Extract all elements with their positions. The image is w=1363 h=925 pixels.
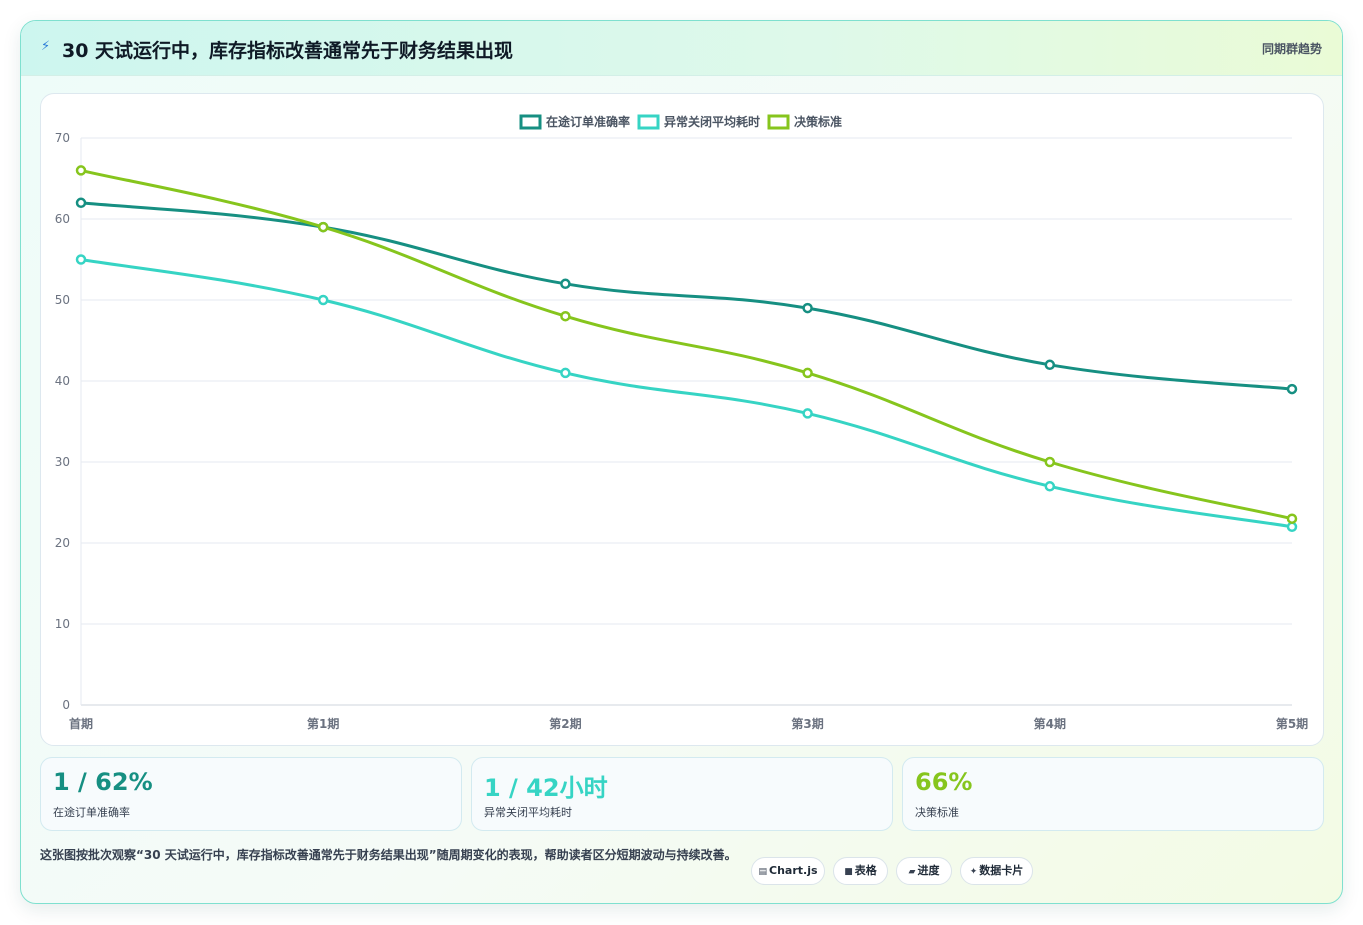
data-point xyxy=(317,294,329,306)
chip-table[interactable]: ■ 表格 xyxy=(833,857,888,885)
kpi-card-order-accuracy: 1 / 62% 在途订单准确率 xyxy=(40,757,462,831)
legend-label: 决策标准 xyxy=(794,114,842,129)
data-point xyxy=(1044,481,1056,492)
y-tick-label: 70 xyxy=(55,131,70,145)
y-tick-label: 20 xyxy=(55,536,70,550)
progress-icon: ▰ xyxy=(908,867,916,877)
data-point xyxy=(1286,513,1298,524)
y-tick-label: 10 xyxy=(55,617,70,631)
chart-description: 这张图按批次观察“30 天试运行中，库存指标改善通常先于财务结果出现”随周期变化… xyxy=(40,848,737,862)
table-icon: ■ xyxy=(844,867,853,877)
data-point xyxy=(1044,456,1056,468)
card-title: 30 天试运行中，库存指标改善通常先于财务结果出现 xyxy=(62,40,514,62)
y-tick-label: 60 xyxy=(55,212,70,226)
kpi-value: 1 / 62% xyxy=(53,768,153,796)
kpi-label: 决策标准 xyxy=(915,806,959,819)
data-point xyxy=(75,165,87,176)
sparkle-icon: ✦ xyxy=(969,867,978,877)
legend-label: 异常关闭平均耗时 xyxy=(664,114,760,129)
data-point xyxy=(1044,359,1056,371)
kpi-value: 66% xyxy=(915,768,973,796)
x-tick-label: 第5期 xyxy=(1276,716,1308,731)
data-point xyxy=(317,221,329,233)
chip-label: 进度 xyxy=(917,864,940,877)
lightning-icon: ⚡ xyxy=(41,39,51,54)
series-line xyxy=(80,201,1293,391)
legend-swatch xyxy=(767,114,790,130)
y-tick-label: 0 xyxy=(62,698,70,712)
data-point xyxy=(560,310,571,322)
data-point xyxy=(1286,521,1298,533)
legend-label: 在途订单准确率 xyxy=(546,114,630,129)
x-tick-label: 第3期 xyxy=(791,716,823,731)
chip-chartjs[interactable]: ▤ Chart.js xyxy=(751,857,825,885)
kpi-label: 在途订单准确率 xyxy=(53,806,130,819)
chip-progress[interactable]: ▰ 进度 xyxy=(896,857,952,885)
kpi-label: 异常关闭平均耗时 xyxy=(484,806,572,819)
chip-data-cards[interactable]: ✦ 数据卡片 xyxy=(960,857,1033,885)
chip-label: 表格 xyxy=(854,864,877,877)
y-tick-label: 30 xyxy=(55,455,70,469)
data-point xyxy=(1286,383,1298,395)
series-line xyxy=(80,168,1293,521)
y-tick-label: 40 xyxy=(55,374,70,388)
trend-card: ⚡ 30 天试运行中，库存指标改善通常先于财务结果出现 同期群趋势 0 10 20 3… xyxy=(20,20,1343,904)
x-tick-label: 第2期 xyxy=(549,716,581,731)
data-point xyxy=(75,254,87,265)
card-header: ⚡ 30 天试运行中，库存指标改善通常先于财务结果出现 同期群趋势 xyxy=(21,21,1342,76)
x-tick-label: 第4期 xyxy=(1034,716,1066,731)
data-point xyxy=(560,367,571,379)
line-chart: 0 10 20 30 40 50 60 70 首期 第1期 第2期 第3期 第4期 第5期 在途订单准确率 异… xyxy=(55,114,1308,731)
data-point xyxy=(802,408,813,419)
kpi-value: 1 / 42小时 xyxy=(484,774,608,802)
chip-label: 数据卡片 xyxy=(979,864,1024,877)
data-point xyxy=(75,197,87,209)
legend-swatch xyxy=(637,114,660,130)
kpi-card-decision-standard: 66% 决策标准 xyxy=(902,757,1324,831)
cohort-trend-tag: 同期群趋势 xyxy=(1261,42,1322,56)
y-tick-label: 50 xyxy=(55,293,70,307)
data-point xyxy=(802,302,813,314)
chip-label: Chart.js xyxy=(769,864,818,877)
legend-swatch xyxy=(519,114,542,130)
x-tick-label: 第1期 xyxy=(307,716,339,731)
series-line xyxy=(80,258,1293,529)
chart-icon: ▤ xyxy=(758,867,767,877)
data-point xyxy=(802,367,813,379)
line-chart-panel: 0 10 20 30 40 50 60 70 首期 第1期 第2期 第3期 第4期 第5期 在途订单准确率 异… xyxy=(40,93,1324,746)
kpi-card-exception-time: 1 / 42小时 异常关闭平均耗时 xyxy=(471,757,893,831)
data-point xyxy=(560,278,571,290)
x-tick-label: 首期 xyxy=(69,716,93,731)
